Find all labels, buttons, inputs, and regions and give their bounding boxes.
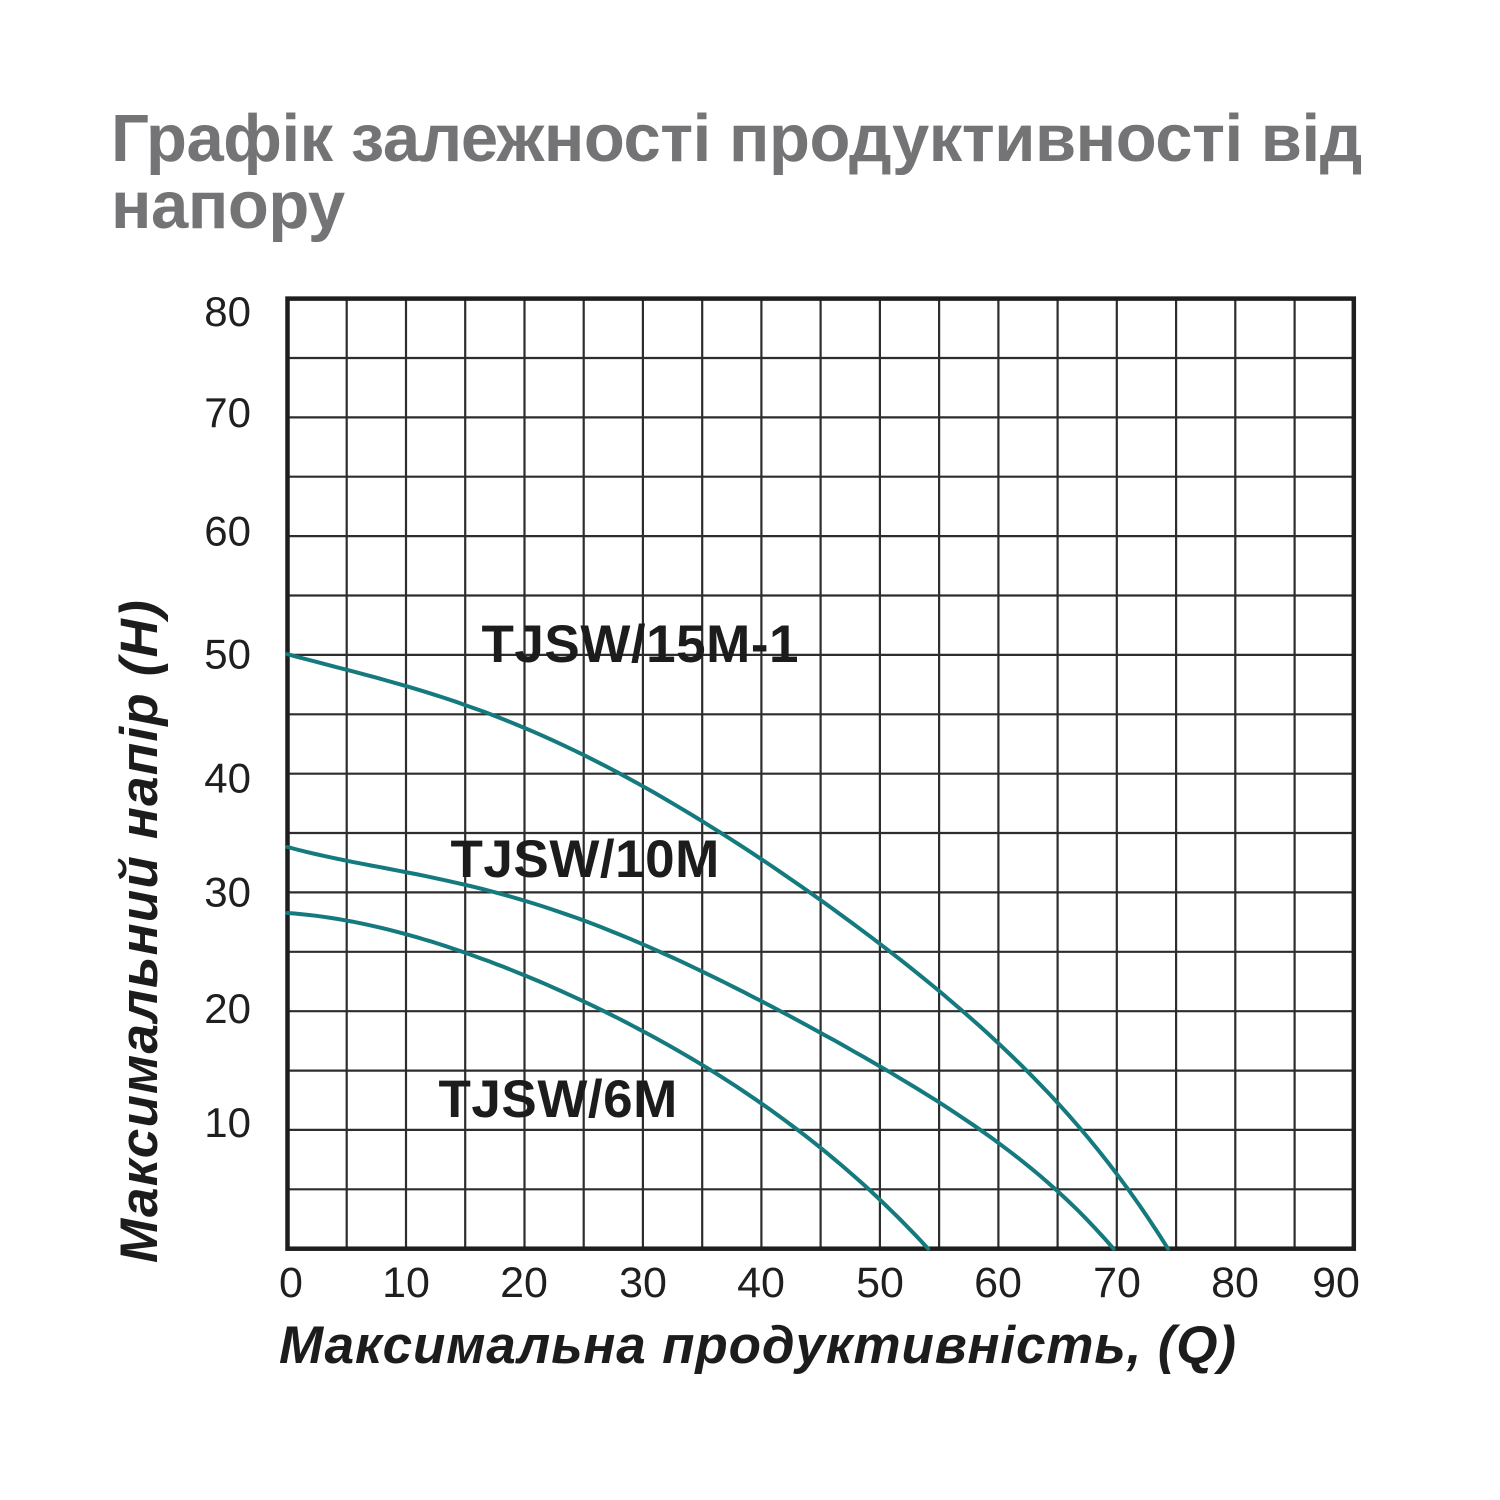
- svg-text:30: 30: [619, 1259, 667, 1307]
- svg-text:70: 70: [204, 389, 251, 436]
- svg-text:50: 50: [204, 630, 251, 677]
- svg-text:60: 60: [204, 507, 251, 554]
- svg-text:70: 70: [1093, 1259, 1141, 1307]
- svg-text:30: 30: [204, 868, 251, 915]
- svg-text:10: 10: [382, 1259, 430, 1307]
- svg-text:40: 40: [204, 754, 251, 801]
- svg-text:10: 10: [204, 1099, 251, 1146]
- svg-text:Максимальний напір (Н): Максимальний напір (Н): [110, 599, 169, 1263]
- svg-text:TJSW/6M: TJSW/6M: [439, 1070, 678, 1129]
- svg-text:20: 20: [204, 985, 251, 1032]
- svg-text:TJSW/15M-1: TJSW/15M-1: [482, 615, 800, 674]
- svg-text:0: 0: [279, 1259, 303, 1307]
- svg-text:60: 60: [974, 1259, 1022, 1307]
- svg-text:Максимальна продуктивність, (Q: Максимальна продуктивність, (Q): [279, 1316, 1237, 1375]
- svg-text:80: 80: [204, 288, 251, 335]
- svg-text:20: 20: [500, 1259, 548, 1307]
- svg-text:90: 90: [1312, 1259, 1360, 1307]
- svg-text:40: 40: [737, 1259, 785, 1307]
- svg-text:50: 50: [856, 1259, 904, 1307]
- svg-text:80: 80: [1211, 1259, 1259, 1307]
- svg-text:TJSW/10M: TJSW/10M: [451, 830, 720, 889]
